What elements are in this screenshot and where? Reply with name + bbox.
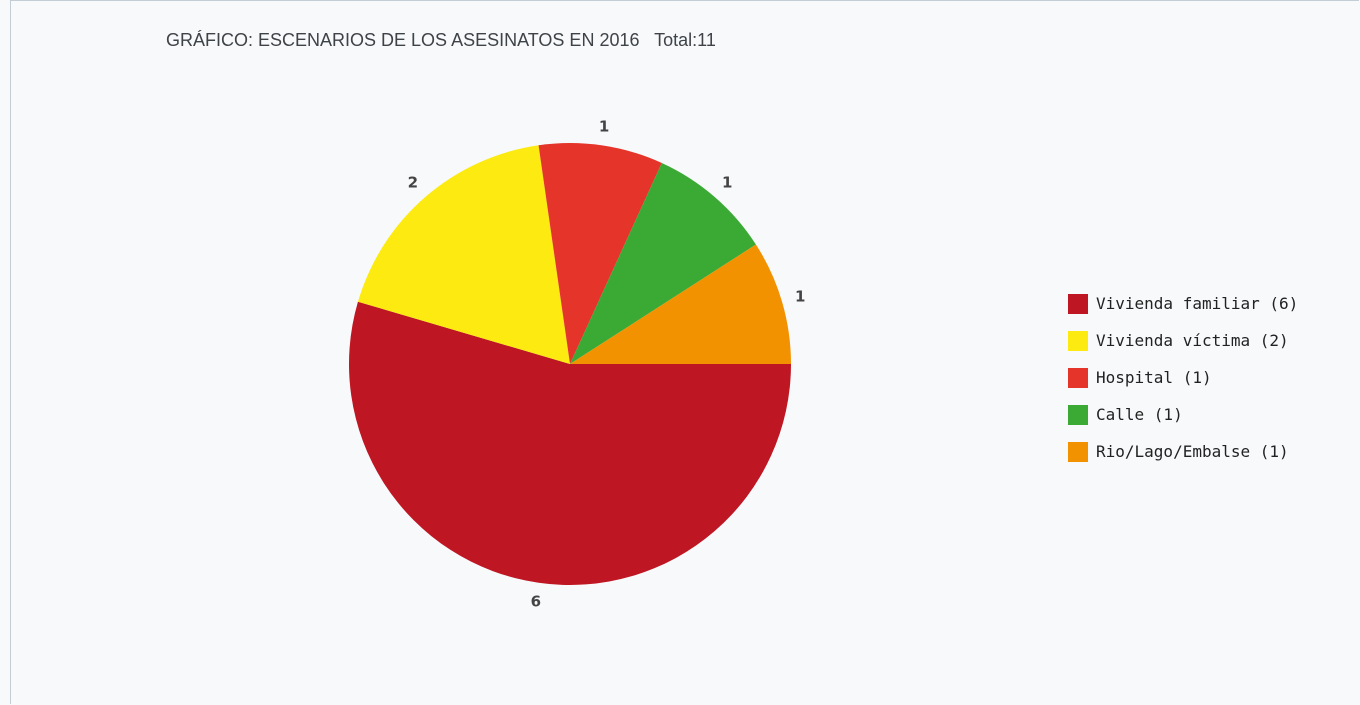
pie-slice [357, 145, 570, 364]
legend-swatch [1068, 441, 1088, 462]
pie-slice [538, 143, 662, 364]
slice-data-label: 1 [599, 117, 609, 135]
legend-swatch [1068, 293, 1088, 314]
slice-data-label: 2 [408, 174, 418, 192]
legend-swatch [1068, 330, 1088, 351]
chart-legend: Vivienda familiar (6) Vivienda víctima (2… [1068, 285, 1298, 470]
chart-title: GRÁFICO: ESCENARIOS DE LOS ASESINATOS EN… [166, 30, 716, 50]
legend-item: Hospital (1) [1068, 359, 1298, 396]
legend-swatch [1068, 367, 1088, 388]
legend-label: Rio/Lago/Embalse (1) [1096, 442, 1289, 461]
pie-slice [570, 162, 756, 364]
pie-slice [570, 244, 791, 364]
pie-slice [349, 301, 791, 586]
slice-data-label: 6 [531, 593, 541, 611]
legend-swatch [1068, 404, 1088, 425]
slice-data-label: 1 [722, 174, 732, 192]
legend-label: Vivienda familiar (6) [1096, 294, 1299, 313]
legend-item: Vivienda víctima (2) [1068, 322, 1298, 359]
slice-data-label: 1 [795, 287, 805, 305]
legend-item: Vivienda familiar (6) [1068, 285, 1298, 322]
legend-label: Vivienda víctima (2) [1096, 331, 1289, 350]
legend-item: Calle (1) [1068, 396, 1298, 433]
legend-item: Rio/Lago/Embalse (1) [1068, 433, 1298, 470]
legend-label: Hospital (1) [1096, 368, 1212, 387]
legend-label: Calle (1) [1096, 405, 1183, 424]
